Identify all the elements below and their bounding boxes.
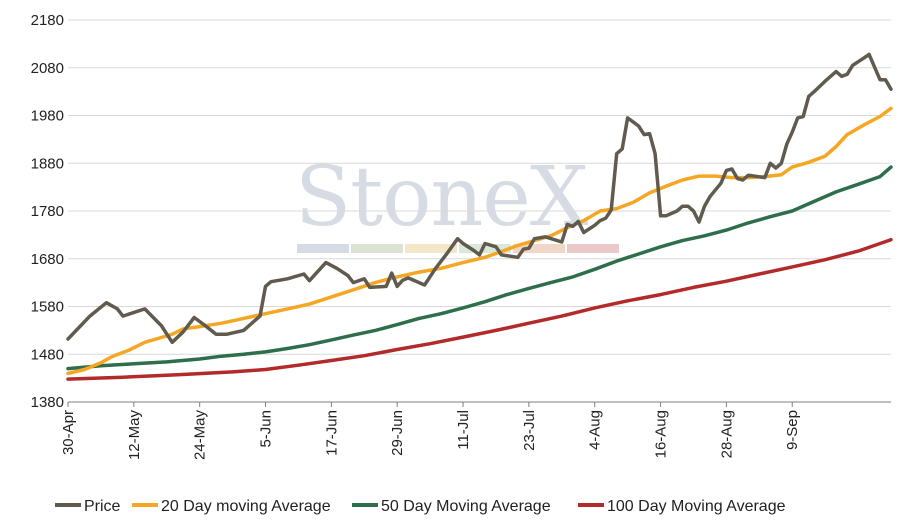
legend: Price 20 Day moving Average 50 Day Moving … <box>55 498 786 515</box>
legend-label: Price <box>84 498 121 515</box>
series-line-0 <box>66 52 893 345</box>
y-tick-label: 1780 <box>31 203 64 220</box>
series-line-3 <box>66 237 893 381</box>
y-tick-label: 2080 <box>31 60 64 77</box>
x-tick-label: 16-Aug <box>653 410 670 458</box>
watermark-text: StoneX <box>295 150 588 245</box>
y-tick-label: 1880 <box>31 155 64 172</box>
x-tick-label: 23-Jul <box>521 410 538 451</box>
stonex-watermark: StoneX <box>295 150 619 253</box>
x-tick-label: 11-Jul <box>455 410 472 450</box>
x-tick-label: 4-Aug <box>587 410 604 450</box>
series-line-1 <box>66 106 893 376</box>
gridlines <box>68 19 891 403</box>
x-tick-label: 5-Jun <box>258 410 275 448</box>
y-tick-label: 1580 <box>31 299 64 316</box>
y-tick-label: 1680 <box>31 251 64 268</box>
series-lines <box>66 52 893 381</box>
x-tick-label: 29-Jun <box>389 410 406 456</box>
x-tick-label: 30-Apr <box>60 410 77 455</box>
y-axis: 1380 1480 1580 1680 1780 1880 1980 2080 2180 <box>31 12 64 411</box>
x-axis: 30-Apr 12-May 24-May 5-Jun 17-Jun 29-Jun 11-Ju… <box>60 401 891 461</box>
legend-label: 100 Day Moving Average <box>607 498 786 515</box>
watermark-color-bar <box>297 244 619 253</box>
x-tick-label: 9-Sep <box>784 410 801 450</box>
legend-label: 20 Day moving Average <box>161 498 331 515</box>
y-tick-label: 1980 <box>31 108 64 125</box>
x-tick-label: 28-Aug <box>718 410 735 458</box>
y-tick-label: 2180 <box>31 12 64 29</box>
y-tick-label: 1380 <box>31 394 64 411</box>
x-tick-label: 12-May <box>126 410 143 461</box>
y-tick-label: 1480 <box>31 346 64 363</box>
x-tick-label: 17-Jun <box>323 410 340 456</box>
legend-label: 50 Day Moving Average <box>381 498 551 515</box>
x-tick-label: 24-May <box>192 410 209 461</box>
series-line-2 <box>66 165 893 371</box>
